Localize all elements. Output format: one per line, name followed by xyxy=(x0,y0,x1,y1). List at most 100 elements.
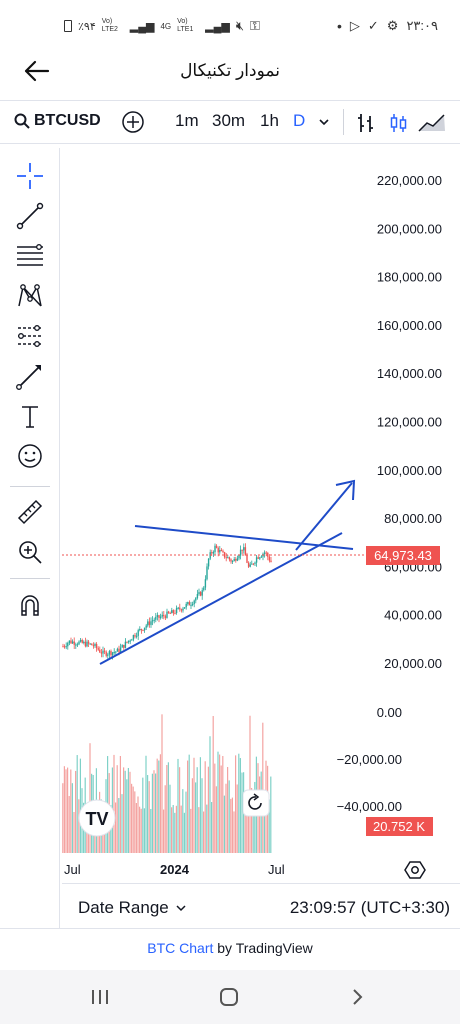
price-chart[interactable]: 220,000.00 200,000.00 180,000.00 160,000.00… xyxy=(62,148,460,883)
trendline-upper[interactable] xyxy=(134,525,354,550)
interval-dropdown[interactable] xyxy=(318,113,330,133)
volume-bar xyxy=(79,758,81,853)
crosshair-tool[interactable] xyxy=(12,160,48,192)
volume-bar xyxy=(67,767,69,853)
mute-icon: 🔇︎ xyxy=(235,18,245,33)
volume-bar xyxy=(68,795,70,853)
app-bar: نمودار تکنیکال xyxy=(0,52,460,92)
text-tool[interactable] xyxy=(12,400,48,432)
arrow-left-icon xyxy=(24,60,50,82)
candle-body xyxy=(156,615,159,617)
text-icon xyxy=(22,406,38,428)
back-nav-button[interactable] xyxy=(348,987,368,1012)
emoji-tool[interactable] xyxy=(12,440,48,472)
volume-bar xyxy=(203,811,205,853)
candle-body xyxy=(81,639,83,643)
btc-chart-link[interactable]: BTC Chart xyxy=(147,940,214,956)
candle-body xyxy=(260,556,263,558)
volume-bar xyxy=(214,763,216,853)
candle-body xyxy=(139,629,141,631)
date-range-button[interactable]: Date Range xyxy=(78,898,187,918)
reset-chart-button[interactable] xyxy=(242,789,270,817)
candle-body xyxy=(207,558,210,567)
forecast-tool[interactable] xyxy=(12,320,48,352)
zoom-tool[interactable] xyxy=(12,536,48,568)
volume-bar xyxy=(139,806,141,853)
candle-body xyxy=(105,651,107,656)
volume-bar xyxy=(174,812,176,853)
interval-30m[interactable]: 30m xyxy=(212,111,246,130)
candle-body xyxy=(254,562,256,564)
volume-bar xyxy=(129,771,131,853)
toolbar-divider xyxy=(343,109,344,135)
ruler-tool[interactable] xyxy=(12,496,48,528)
area-style-button[interactable] xyxy=(418,113,446,138)
volume-bar xyxy=(244,792,246,853)
chevron-right-icon xyxy=(353,989,363,1005)
brush-tool[interactable] xyxy=(12,360,48,392)
bar-style-button[interactable] xyxy=(356,112,376,139)
chart-toolbar: BTCUSD 1m 30m 1h D xyxy=(0,100,460,144)
timezone-clock[interactable]: 23:09:57 (UTC+3:30) xyxy=(289,898,450,917)
trendline-lower[interactable] xyxy=(99,532,343,665)
volume-bar xyxy=(252,804,254,853)
volume-axis: 0.00 −20,000.00 −40,000.00 xyxy=(337,705,402,814)
play-icon: ▷ xyxy=(349,18,360,33)
candle-body xyxy=(212,552,215,554)
forecast-arrow-line[interactable] xyxy=(295,482,353,551)
magnet-tool[interactable] xyxy=(12,590,48,622)
candle-body xyxy=(100,652,103,654)
chart-settings-button[interactable] xyxy=(404,859,426,886)
volume-bar xyxy=(233,811,235,853)
candle-body xyxy=(217,548,219,553)
volume-tick-label: −20,000.00 xyxy=(337,752,402,767)
candle-style-button[interactable] xyxy=(389,112,409,139)
interval-1m[interactable]: 1m xyxy=(175,111,199,130)
candle-body xyxy=(67,642,69,647)
recents-icon xyxy=(92,990,108,1004)
volume-bar xyxy=(116,765,118,853)
candle-body xyxy=(123,644,125,648)
home-button[interactable] xyxy=(218,986,240,1013)
fib-tool[interactable] xyxy=(12,240,48,272)
drawing-toolbar xyxy=(0,148,60,928)
tradingview-logo[interactable]: TV xyxy=(78,799,116,837)
back-button[interactable] xyxy=(22,58,52,84)
candle-body xyxy=(255,557,258,563)
volume-bar xyxy=(187,760,189,853)
volume-bar xyxy=(131,783,133,853)
volume-bar xyxy=(70,769,72,853)
volume-bar xyxy=(124,770,126,853)
candle-body xyxy=(159,616,162,618)
trendline-icon xyxy=(16,202,44,230)
symbol-search-button[interactable]: BTCUSD xyxy=(14,112,101,130)
candle-body xyxy=(231,561,234,563)
candle-body xyxy=(220,550,223,552)
volume-bar xyxy=(182,789,184,853)
candle-body xyxy=(121,644,123,648)
zoom-in-icon xyxy=(19,541,42,564)
interval-1h[interactable]: 1h xyxy=(260,111,279,130)
candle-body xyxy=(140,629,143,631)
chart-area[interactable]: 220,000.00 200,000.00 180,000.00 160,000.00… xyxy=(62,148,460,883)
candle-body xyxy=(163,614,165,617)
candle-body xyxy=(119,647,122,653)
volume-bar xyxy=(151,773,153,853)
volume-bar xyxy=(164,785,166,853)
recents-button[interactable] xyxy=(90,987,110,1012)
candle-body xyxy=(70,640,72,644)
volume-bar xyxy=(126,779,128,853)
volume-bar xyxy=(121,794,123,853)
candle-body xyxy=(158,615,160,618)
interval-d[interactable]: D xyxy=(293,111,306,130)
trendline-tool[interactable] xyxy=(12,200,48,232)
volume-bar xyxy=(159,754,161,853)
volume-bar xyxy=(175,805,177,853)
candle-body xyxy=(198,592,200,595)
volume-bar xyxy=(73,811,75,853)
volume-bar xyxy=(134,791,136,853)
volume-bar xyxy=(247,791,249,853)
reset-icon xyxy=(248,796,262,810)
compare-button[interactable] xyxy=(122,111,144,138)
pattern-tool[interactable] xyxy=(12,280,48,312)
